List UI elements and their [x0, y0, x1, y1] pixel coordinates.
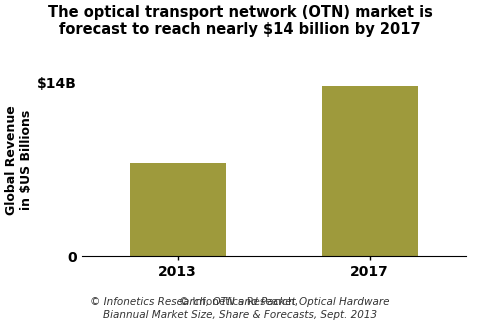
Text: © Infonetics Research, OTN and Packet Optical Hardware: © Infonetics Research, OTN and Packet Op… — [90, 297, 390, 308]
Y-axis label: Global Revenue
in $US Billions: Global Revenue in $US Billions — [5, 105, 33, 215]
Bar — [322, 86, 418, 256]
Text: © Infonetics Research,: © Infonetics Research, — [179, 297, 301, 308]
Text: The optical transport network (OTN) market is
forecast to reach nearly $14 billi: The optical transport network (OTN) mark… — [48, 5, 432, 37]
Text: Biannual Market Size, Share & Forecasts, Sept. 2013: Biannual Market Size, Share & Forecasts,… — [103, 310, 377, 320]
Bar — [130, 163, 226, 256]
